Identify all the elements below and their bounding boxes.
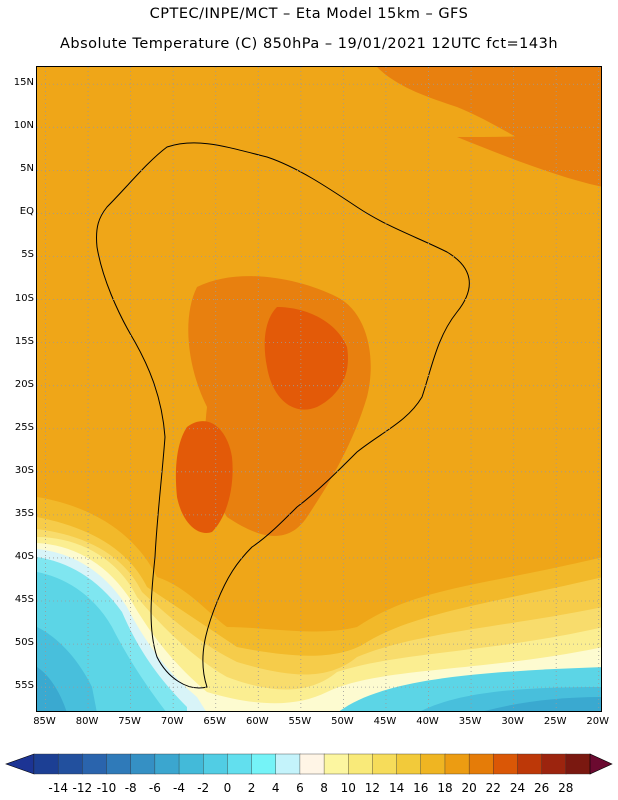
legend-tick-label: -8 — [124, 781, 137, 795]
legend-swatch — [396, 753, 422, 775]
lon-tick-label: 35W — [458, 716, 482, 727]
field-tm2-sw — [37, 667, 67, 711]
lon-tick-label: 85W — [33, 716, 56, 727]
legend-swatch — [299, 753, 325, 775]
legend-over-arrow — [589, 753, 613, 775]
legend-swatch — [82, 753, 108, 775]
lon-tick-label: 60W — [245, 716, 269, 727]
legend-tick-label: 14 — [388, 781, 405, 795]
legend-swatch — [57, 753, 84, 775]
legend-tick-label: -12 — [72, 781, 93, 795]
lon-tick-label: 50W — [331, 716, 354, 727]
legend-swatch — [106, 753, 132, 775]
south-america-coastline — [96, 142, 470, 689]
lat-tick-label: 10N — [13, 120, 34, 132]
title-line-1: CPTEC/INPE/MCT – Eta Model 15km – GFS — [149, 6, 469, 22]
lat-tick-label: 5N — [20, 163, 34, 175]
legend-swatch — [420, 753, 446, 775]
lon-tick-label: 45W — [373, 716, 397, 727]
lat-tick-label: EQ — [19, 206, 34, 218]
title-line-2: Absolute Temperature (C) 850hPa – 19/01/… — [59, 36, 559, 52]
field-t8-south — [37, 543, 601, 711]
legend-tick-label: 6 — [296, 781, 304, 795]
legend-swatch — [493, 753, 519, 775]
legend-swatch — [348, 753, 374, 775]
lon-tick-label: 25W — [543, 716, 567, 727]
legend-swatch — [251, 753, 277, 775]
lon-tick-label: 70W — [160, 716, 184, 727]
legend-tick-label: 24 — [509, 781, 526, 795]
lat-tick-label: 40S — [14, 550, 34, 562]
legend-swatch — [154, 753, 180, 775]
lon-tick-label: 20W — [586, 716, 610, 727]
lat-tick-label: 20S — [14, 378, 34, 390]
lat-tick-label: 45S — [14, 594, 34, 606]
legend-tick-label: 28 — [558, 781, 574, 795]
legend-under-arrow — [5, 753, 35, 775]
lat-tick-label: 5S — [21, 249, 34, 261]
legend-tick-label: 10 — [340, 781, 356, 795]
lon-tick-label: 30W — [501, 716, 524, 727]
legend-swatch — [275, 753, 301, 775]
legend-tick-label: -2 — [197, 781, 210, 795]
legend-swatch — [130, 753, 156, 775]
legend-tick-label: -14 — [48, 781, 68, 795]
legend-swatch — [372, 753, 398, 775]
legend-tick-label: 12 — [364, 781, 381, 795]
legend-tick-label: -10 — [96, 781, 117, 795]
field-t20-band — [457, 127, 601, 187]
legend-swatch — [227, 753, 253, 775]
legend-swatch — [444, 753, 470, 775]
legend-tick-label: 16 — [413, 781, 429, 795]
legend-swatch — [541, 753, 567, 775]
lon-tick-label: 55W — [288, 716, 312, 727]
legend-tick-label: -6 — [148, 781, 161, 795]
map-panel[interactable] — [36, 66, 602, 712]
legend-tick-label: 22 — [485, 781, 501, 795]
legend-swatch — [178, 753, 204, 775]
legend-tick-label: 18 — [437, 781, 453, 795]
lat-tick-label: 35S — [14, 507, 34, 519]
field-t22-central-brazil — [264, 307, 348, 410]
lat-tick-label: 30S — [14, 464, 34, 476]
legend-swatch — [33, 753, 59, 775]
legend-swatch — [517, 753, 543, 775]
legend-tick-label: 0 — [223, 781, 232, 795]
legend-tick-label: 2 — [247, 781, 256, 795]
lat-tick-label: 55S — [14, 680, 34, 692]
legend-tick-label: 20 — [461, 781, 477, 795]
lat-tick-label: 10S — [14, 292, 34, 304]
legend-tick-label: -4 — [173, 781, 186, 795]
legend-swatch — [203, 753, 229, 775]
legend-tick-label: 8 — [320, 781, 328, 795]
lat-tick-label: 15N — [13, 77, 34, 89]
color-legend — [5, 753, 613, 775]
lon-tick-label: 75W — [118, 716, 141, 727]
lat-tick-label: 25S — [14, 421, 34, 433]
legend-swatch — [565, 753, 591, 775]
legend-swatch — [323, 753, 349, 775]
temperature-map[interactable] — [37, 67, 602, 712]
lon-tick-label: 65W — [203, 716, 227, 727]
lon-tick-label: 80W — [75, 716, 99, 727]
legend-swatch — [468, 753, 495, 775]
field-t22-argentina — [175, 421, 233, 533]
lat-tick-label: 50S — [14, 637, 34, 649]
lat-tick-label: 15S — [14, 335, 34, 347]
legend-tick-label: 26 — [534, 781, 550, 795]
lon-tick-label: 40W — [416, 716, 439, 727]
legend-tick-label: 4 — [271, 781, 280, 795]
